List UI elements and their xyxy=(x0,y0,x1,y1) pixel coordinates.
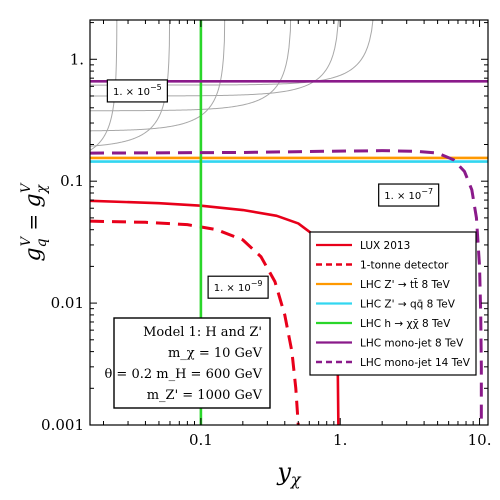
model-info-line: Model 1: H and Z' xyxy=(143,325,262,340)
legend-entry-label: LHC h → χχ̄ 8 TeV xyxy=(360,318,451,330)
legend-entry-label: LUX 2013 xyxy=(360,240,410,252)
x-axis-title: yχ xyxy=(276,458,302,489)
contour-line xyxy=(0,0,90,39)
contour-line xyxy=(90,20,374,86)
background-contours xyxy=(0,0,374,151)
contour-label-frame xyxy=(106,79,168,103)
x-tick-label: 1. xyxy=(333,431,347,449)
legend-frame xyxy=(309,231,477,376)
contour-line xyxy=(55,0,90,19)
contour-label: 1. × 10−9 xyxy=(207,275,269,299)
plot-frame xyxy=(89,19,489,426)
legend-entry-label: LHC mono-jet 8 TeV xyxy=(360,338,464,350)
y-tick-label: 1. xyxy=(70,50,84,68)
legend-entry-label: LHC Z' → tt̄ 8 TeV xyxy=(360,278,451,291)
model-info-line: θ = 0.2 m_H = 600 GeV xyxy=(104,367,262,382)
x-tick-label: 10. xyxy=(468,431,492,449)
ticks xyxy=(90,20,488,426)
contour-label-text: 1. × 10−9 xyxy=(214,279,263,294)
series-line-6 xyxy=(90,149,483,425)
contour-label: 1. × 10−5 xyxy=(106,79,168,103)
contour-line xyxy=(90,20,292,112)
y-tick-label: 0.001 xyxy=(41,416,84,434)
y-tick-label: 0.01 xyxy=(51,294,84,312)
contour-line xyxy=(90,20,171,147)
series-line-1 xyxy=(90,219,300,425)
contour-label: 1. × 10−7 xyxy=(378,183,440,207)
contour-label-text: 1. × 10−7 xyxy=(384,187,433,202)
contour-label-frame xyxy=(207,275,269,299)
contour-label-text: 1. × 10−5 xyxy=(113,83,162,98)
legend-entry-label: 1-tonne detector xyxy=(360,260,449,272)
y-tick-label: 0.1 xyxy=(60,172,84,190)
contour-label-frame xyxy=(378,183,440,207)
contour-line xyxy=(90,20,226,132)
model-info-line: m_χ = 10 GeV xyxy=(168,346,263,361)
legend-entry-label: LHC Z' → qq̄ 8 TeV xyxy=(360,299,456,311)
model-info-box: Model 1: H and Z' m_χ = 10 GeV θ = 0.2 m_H… xyxy=(104,317,271,409)
model-info-frame xyxy=(113,317,271,409)
model-info-line: m_Z' = 1000 GeV xyxy=(147,388,263,403)
legend-entry-label: LHC mono-jet 14 TeV xyxy=(360,357,471,369)
legend: LUX 2013 1-tonne detector LHC Z' → tt̄ 8 T… xyxy=(309,231,477,376)
x-tick-label: 0.1 xyxy=(189,431,213,449)
y-axis-title: gqV = gχV xyxy=(19,182,50,262)
